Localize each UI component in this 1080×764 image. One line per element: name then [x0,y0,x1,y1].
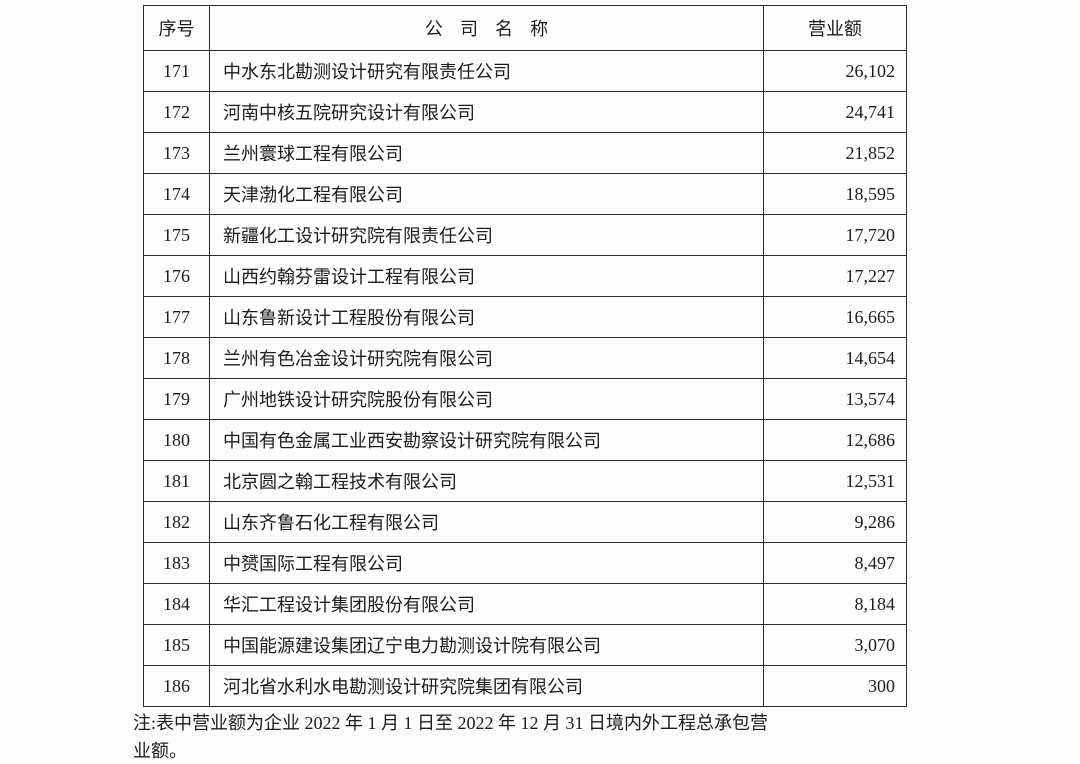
cell-company: 中赟国际工程有限公司 [209,542,764,584]
col-header-revenue: 营业额 [763,5,907,51]
cell-revenue: 26,102 [763,50,907,92]
cell-revenue: 17,227 [763,255,907,297]
cell-company: 山西约翰芬雷设计工程有限公司 [209,255,764,297]
cell-revenue: 16,665 [763,296,907,338]
cell-index: 183 [143,542,210,584]
table-row: 176 山西约翰芬雷设计工程有限公司 17,227 [143,255,907,297]
cell-index: 176 [143,255,210,297]
table-row: 179 广州地铁设计研究院股份有限公司 13,574 [143,378,907,420]
table-row: 173 兰州寰球工程有限公司 21,852 [143,132,907,174]
cell-revenue: 9,286 [763,501,907,543]
table-row: 186 河北省水利水电勘测设计研究院集团有限公司 300 [143,665,907,707]
cell-company: 兰州寰球工程有限公司 [209,132,764,174]
cell-revenue: 300 [763,665,907,707]
cell-revenue: 8,184 [763,583,907,625]
table-row: 180 中国有色金属工业西安勘察设计研究院有限公司 12,686 [143,419,907,461]
footnote-line-1: 注:表中营业额为企业 2022 年 1 月 1 日至 2022 年 12 月 3… [133,713,768,733]
cell-revenue: 24,741 [763,91,907,133]
cell-company: 天津渤化工程有限公司 [209,173,764,215]
cell-revenue: 18,595 [763,173,907,215]
cell-revenue: 14,654 [763,337,907,379]
cell-company: 山东鲁新设计工程股份有限公司 [209,296,764,338]
cell-index: 184 [143,583,210,625]
cell-company: 新疆化工设计研究院有限责任公司 [209,214,764,256]
cell-index: 177 [143,296,210,338]
table-row: 177 山东鲁新设计工程股份有限公司 16,665 [143,296,907,338]
table-header-row: 序号 公 司 名 称 营业额 [143,5,907,51]
cell-company: 山东齐鲁石化工程有限公司 [209,501,764,543]
cell-company: 河南中核五院研究设计有限公司 [209,91,764,133]
table-row: 181 北京圆之翰工程技术有限公司 12,531 [143,460,907,502]
cell-index: 179 [143,378,210,420]
table-row: 185 中国能源建设集团辽宁电力勘测设计院有限公司 3,070 [143,624,907,666]
cell-index: 186 [143,665,210,707]
cell-index: 172 [143,91,210,133]
cell-index: 180 [143,419,210,461]
footnote-line-2: 业额。 [133,741,187,761]
footnote: 注:表中营业额为企业 2022 年 1 月 1 日至 2022 年 12 月 3… [133,709,963,764]
cell-index: 181 [143,460,210,502]
cell-revenue: 13,574 [763,378,907,420]
cell-company: 中国能源建设集团辽宁电力勘测设计院有限公司 [209,624,764,666]
cell-company: 兰州有色冶金设计研究院有限公司 [209,337,764,379]
table-row: 172 河南中核五院研究设计有限公司 24,741 [143,91,907,133]
cell-index: 174 [143,173,210,215]
cell-revenue: 3,070 [763,624,907,666]
cell-index: 173 [143,132,210,174]
cell-company: 中国有色金属工业西安勘察设计研究院有限公司 [209,419,764,461]
cell-index: 182 [143,501,210,543]
cell-index: 175 [143,214,210,256]
table-row: 178 兰州有色冶金设计研究院有限公司 14,654 [143,337,907,379]
cell-revenue: 17,720 [763,214,907,256]
cell-index: 171 [143,50,210,92]
cell-company: 河北省水利水电勘测设计研究院集团有限公司 [209,665,764,707]
cell-company: 广州地铁设计研究院股份有限公司 [209,378,764,420]
cell-company: 中水东北勘测设计研究有限责任公司 [209,50,764,92]
table-row: 184 华汇工程设计集团股份有限公司 8,184 [143,583,907,625]
table-row: 183 中赟国际工程有限公司 8,497 [143,542,907,584]
cell-index: 178 [143,337,210,379]
cell-revenue: 21,852 [763,132,907,174]
table-row: 171 中水东北勘测设计研究有限责任公司 26,102 [143,50,907,92]
col-header-company: 公 司 名 称 [209,5,764,51]
table-row: 182 山东齐鲁石化工程有限公司 9,286 [143,501,907,543]
cell-company: 华汇工程设计集团股份有限公司 [209,583,764,625]
cell-revenue: 8,497 [763,542,907,584]
table-row: 174 天津渤化工程有限公司 18,595 [143,173,907,215]
col-header-index: 序号 [143,5,210,51]
cell-company: 北京圆之翰工程技术有限公司 [209,460,764,502]
cell-revenue: 12,531 [763,460,907,502]
cell-index: 185 [143,624,210,666]
revenue-table: 序号 公 司 名 称 营业额 171 中水东北勘测设计研究有限责任公司 26,1… [143,5,907,707]
table-row: 175 新疆化工设计研究院有限责任公司 17,720 [143,214,907,256]
cell-revenue: 12,686 [763,419,907,461]
